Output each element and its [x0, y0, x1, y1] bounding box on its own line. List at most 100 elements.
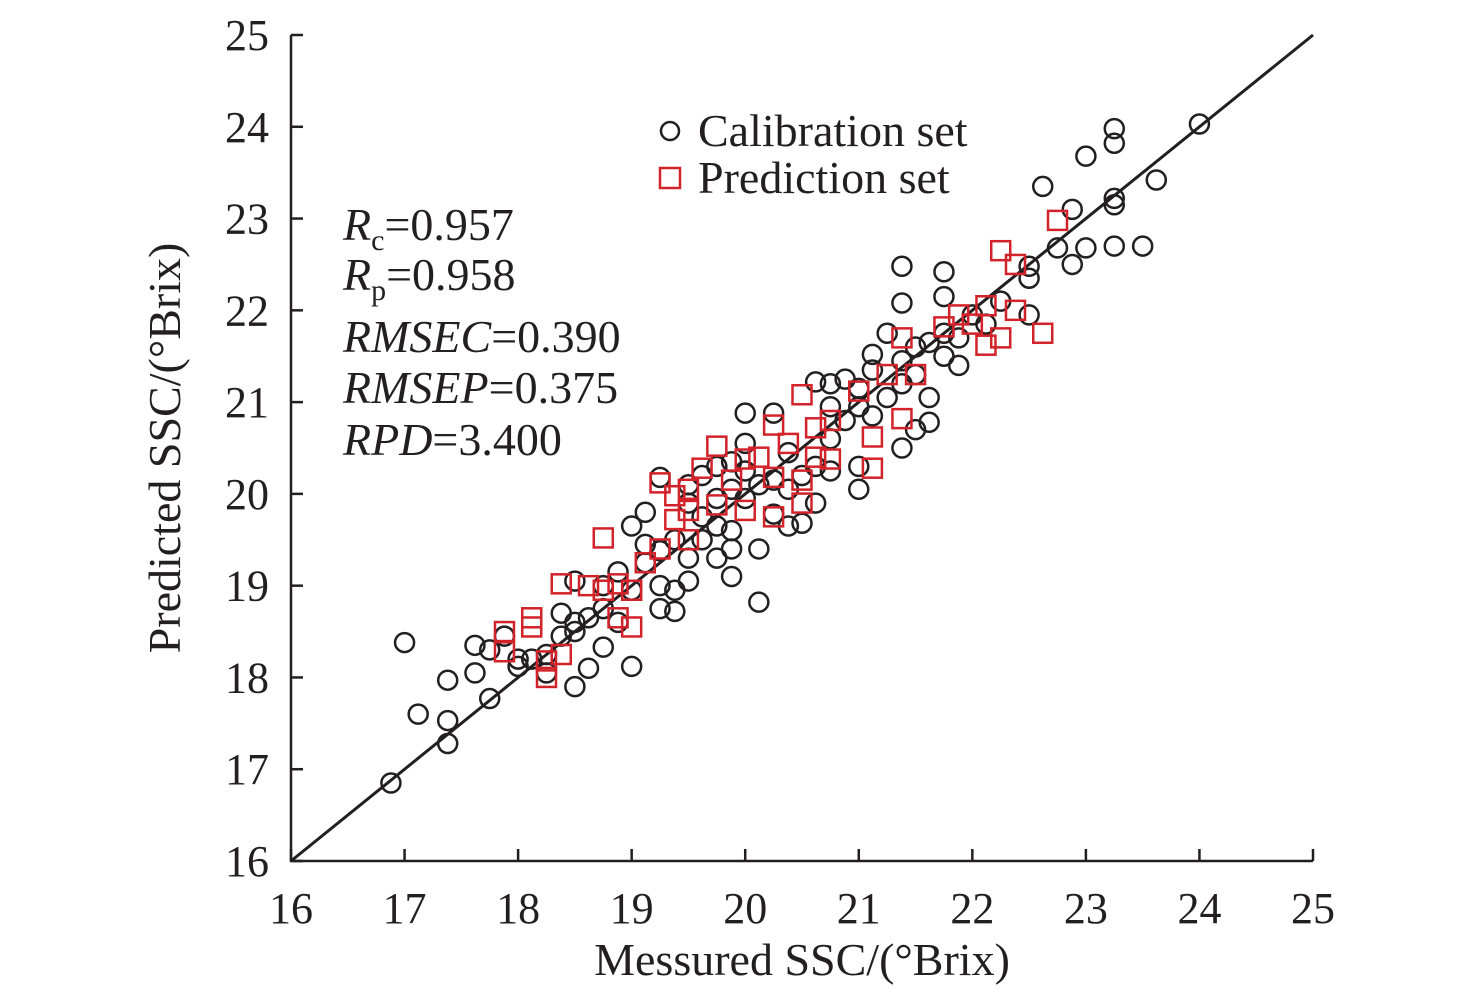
calibration-point — [1031, 175, 1054, 198]
stat-rp-var: R — [342, 249, 371, 300]
stat-rc-sub: c — [371, 224, 384, 257]
prediction-point — [691, 457, 713, 479]
calibration-point — [1061, 198, 1084, 221]
calibration-point — [1145, 169, 1168, 191]
calibration-point — [507, 648, 529, 670]
prediction-point — [975, 334, 997, 356]
calibration-point — [620, 655, 643, 678]
calibration-point — [478, 639, 501, 661]
stat-rc: Rc=0.957 — [342, 199, 514, 257]
calibration-point — [649, 574, 671, 597]
calibration-point — [1018, 304, 1040, 326]
calibration-point — [1075, 145, 1097, 167]
prediction-point — [819, 448, 842, 470]
calibration-point — [464, 662, 486, 684]
x-tick-label: 19 — [610, 884, 654, 933]
calibration-point — [436, 669, 459, 691]
prediction-point — [649, 538, 671, 560]
prediction-point — [1004, 253, 1027, 276]
calibration-point — [620, 515, 643, 537]
calibration-point — [706, 515, 728, 537]
calibration-point — [891, 292, 913, 314]
calibration-point — [791, 464, 813, 487]
stat-rc-value: =0.957 — [384, 199, 513, 250]
x-axis-title: Messured SSC/(°Brix) — [594, 934, 1010, 985]
prediction-point — [493, 640, 516, 663]
prediction-point — [961, 313, 984, 335]
prediction-point — [620, 579, 643, 602]
legend: Calibration set Prediction set — [658, 105, 968, 203]
statistics-annotation: Rc=0.957 Rp=0.958 RMSEC=0.390 RMSEP=0.37… — [342, 199, 621, 465]
calibration-point — [1018, 267, 1040, 289]
y-tick-label: 23 — [225, 195, 269, 244]
calibration-point — [407, 703, 429, 725]
calibration-point — [380, 772, 402, 794]
calibration-point — [876, 386, 898, 409]
calibration-point — [520, 648, 543, 670]
calibration-point — [861, 359, 884, 381]
calibration-point — [577, 657, 600, 680]
calibration-point — [1075, 237, 1097, 259]
y-tick-label: 21 — [225, 378, 269, 427]
plot-area: 16 17 18 19 20 21 22 23 24 25 16 17 18 19 20 21 22 23 24 2… — [225, 11, 1335, 933]
prediction-point — [975, 294, 997, 317]
stat-rc-var: R — [342, 199, 371, 250]
x-tick-label: 18 — [496, 884, 540, 933]
prediction-point — [592, 527, 615, 549]
prediction-point — [904, 363, 927, 386]
calibration-point — [649, 466, 671, 489]
x-tick-label: 24 — [1177, 884, 1221, 933]
x-tick-label: 17 — [383, 884, 427, 933]
calibration-point — [748, 473, 770, 496]
prediction-set-points — [493, 209, 1069, 689]
stat-rp-sub: p — [371, 274, 386, 307]
prediction-point — [677, 499, 700, 522]
calibration-point — [592, 636, 615, 658]
prediction-point — [550, 573, 573, 595]
calibration-point — [804, 371, 827, 393]
calibration-point — [819, 428, 842, 450]
calibration-point — [1103, 194, 1126, 216]
calibration-point — [933, 285, 955, 308]
calibration-point — [564, 570, 586, 592]
calibration-point — [975, 313, 997, 335]
prediction-point — [791, 469, 813, 491]
calibration-point — [819, 460, 842, 482]
calibration-point — [677, 547, 700, 569]
calibration-point — [1018, 255, 1040, 278]
calibration-point — [933, 261, 955, 283]
x-tick-label: 22 — [950, 884, 994, 933]
calibration-point — [1103, 117, 1126, 140]
prediction-point — [861, 426, 884, 448]
calibration-point — [947, 354, 970, 377]
calibration-point — [1046, 237, 1069, 259]
x-tick-label: 21 — [837, 884, 881, 933]
prediction-point — [734, 499, 756, 522]
legend-square-marker — [658, 166, 682, 190]
prediction-point — [550, 643, 573, 666]
prediction-point — [791, 492, 813, 514]
prediction-point — [592, 579, 615, 602]
calibration-point — [535, 662, 558, 684]
prediction-point — [1046, 209, 1069, 232]
y-tick-label: 22 — [225, 286, 269, 335]
calibration-point — [804, 492, 827, 514]
prediction-point — [891, 407, 913, 430]
x-tick-label: 25 — [1291, 884, 1335, 933]
prediction-point — [762, 414, 785, 436]
prediction-point — [535, 666, 558, 689]
x-tick-label: 16 — [269, 884, 313, 933]
stat-rp: Rp=0.958 — [342, 249, 516, 307]
calibration-point — [947, 327, 970, 349]
prediction-point — [848, 380, 870, 402]
y-axis-ticks: 16 17 18 19 20 21 22 23 24 25 — [225, 11, 303, 886]
calibration-point — [819, 373, 842, 395]
calibration-point — [861, 405, 884, 427]
legend-circle-marker — [659, 120, 681, 142]
prediction-point — [804, 417, 827, 439]
stat-rpd-var: RPD — [342, 414, 432, 465]
calibration-point — [918, 386, 940, 409]
calibration-point — [564, 675, 586, 698]
legend-label-prediction: Prediction set — [698, 152, 950, 203]
